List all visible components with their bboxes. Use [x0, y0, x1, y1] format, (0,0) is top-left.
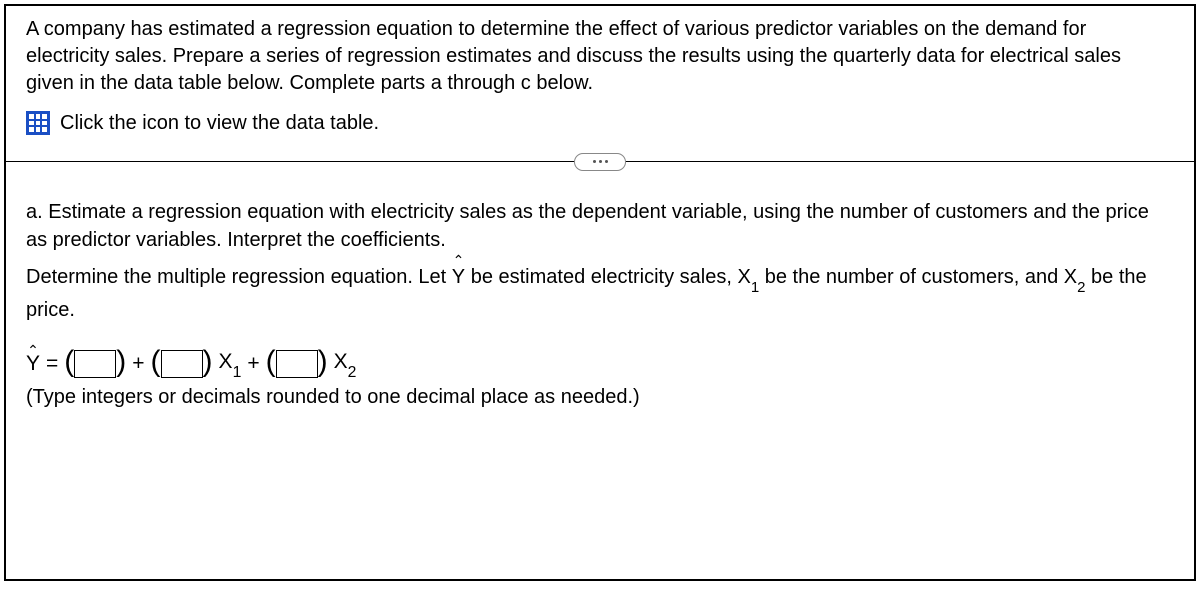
x1-letter: X — [219, 350, 233, 373]
q2-sub-1: 1 — [751, 279, 759, 296]
q2-seg-c: be the number of customers, and X — [759, 266, 1077, 288]
plus-1: + — [132, 352, 144, 376]
y-hat-inline: ⌃Y — [452, 262, 465, 293]
data-table-link-label[interactable]: Click the icon to view the data table. — [60, 112, 379, 135]
hat-symbol-eq: ⌃ — [27, 347, 39, 353]
coef-x1-input[interactable] — [161, 350, 203, 378]
question-frame: A company has estimated a regression equ… — [4, 4, 1196, 581]
part-a-question-1: a. Estimate a regression equation with e… — [26, 198, 1174, 254]
x2-term: X2 — [334, 350, 357, 378]
x2-sub: 2 — [348, 364, 357, 381]
x1-term: X1 — [219, 350, 242, 378]
coef-x2-input[interactable] — [276, 350, 318, 378]
coef-x2-paren — [266, 350, 328, 378]
y-hat-eq: ⌃ Y — [26, 352, 40, 376]
q2-seg-b: be estimated electricity sales, X — [465, 266, 751, 288]
section-divider — [6, 161, 1194, 162]
regression-equation: ⌃ Y = + X1 + X2 — [26, 350, 1174, 378]
intro-text: A company has estimated a regression equ… — [26, 16, 1174, 97]
coef-x1-paren — [151, 350, 213, 378]
hat-symbol-inline: ⌃ — [453, 257, 465, 263]
coef-intercept-input[interactable] — [74, 350, 116, 378]
data-table-link-row: Click the icon to view the data table. — [26, 111, 1174, 135]
x1-sub: 1 — [233, 364, 242, 381]
coef-intercept-paren — [64, 350, 126, 378]
x2-letter: X — [334, 350, 348, 373]
rounding-hint: (Type integers or decimals rounded to on… — [26, 386, 1174, 409]
expand-pill[interactable] — [574, 153, 626, 171]
plus-2: + — [247, 352, 259, 376]
q2-sub-2: 2 — [1077, 279, 1085, 296]
equals-sign: = — [46, 352, 58, 376]
data-table-icon[interactable] — [26, 111, 50, 135]
y-letter-inline: Y — [452, 266, 465, 288]
q2-seg-a: Determine the multiple regression equati… — [26, 266, 452, 288]
part-a-question-2: Determine the multiple regression equati… — [26, 262, 1174, 326]
